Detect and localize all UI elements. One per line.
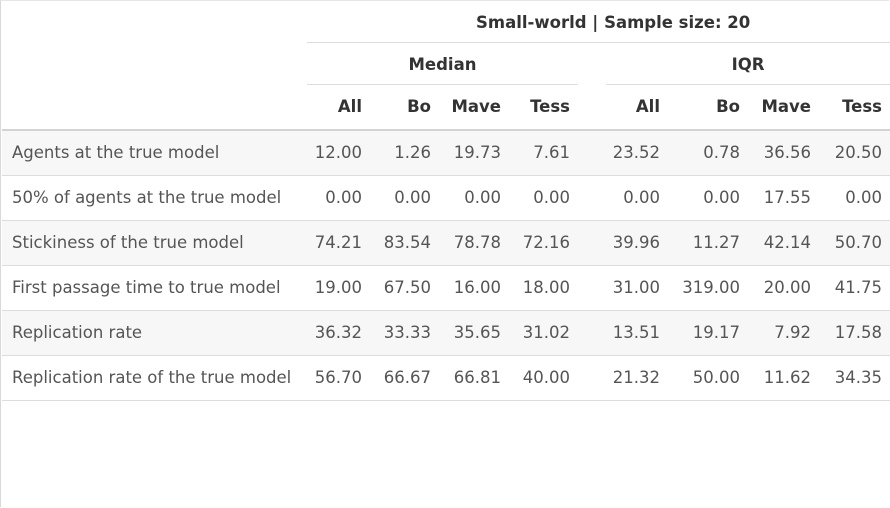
- table-cell: 0.00: [533, 188, 570, 207]
- row-divider: [2, 400, 890, 401]
- table-cell: 23.52: [612, 143, 660, 162]
- table-cell: 0.00: [845, 188, 882, 207]
- table-cell: 67.50: [383, 278, 431, 297]
- table-cell: 17.58: [834, 323, 882, 342]
- table-cell: 39.96: [612, 233, 660, 252]
- table-cell: 19.00: [314, 278, 362, 297]
- table-cell: 0.78: [703, 143, 740, 162]
- column-header: Tess: [530, 97, 570, 116]
- table-cell: 66.67: [383, 368, 431, 387]
- table-row-background: [2, 311, 890, 355]
- table-cell: 12.00: [314, 143, 362, 162]
- table-cell: 16.00: [453, 278, 501, 297]
- table-cell: 50.70: [834, 233, 882, 252]
- table-cell: 56.70: [314, 368, 362, 387]
- row-label: Stickiness of the true model: [12, 233, 244, 252]
- table-cell: 50.00: [692, 368, 740, 387]
- table-cell: 83.54: [383, 233, 431, 252]
- table-cell: 19.17: [692, 323, 740, 342]
- table-cell: 0.00: [394, 188, 431, 207]
- column-header: Mave: [761, 97, 812, 116]
- group-header-median: Median: [408, 55, 477, 74]
- row-label: First passage time to true model: [12, 278, 281, 297]
- row-divider: [2, 265, 890, 266]
- row-label: Agents at the true model: [12, 143, 220, 162]
- column-header: All: [337, 97, 362, 116]
- table-cell: 72.16: [522, 233, 570, 252]
- column-header: Bo: [407, 97, 431, 116]
- column-header: Tess: [842, 97, 882, 116]
- table-cell: 20.50: [834, 143, 882, 162]
- median-underline: [307, 84, 578, 85]
- iqr-underline: [606, 84, 890, 85]
- table-cell: 74.21: [314, 233, 362, 252]
- table-cell: 31.00: [612, 278, 660, 297]
- row-label: 50% of agents at the true model: [12, 188, 282, 207]
- table-cell: 0.00: [703, 188, 740, 207]
- table-cell: 11.62: [763, 368, 811, 387]
- header-bottom-border: [2, 129, 890, 131]
- table-cell: 42.14: [763, 233, 811, 252]
- table-cell: 36.56: [763, 143, 811, 162]
- table-cell: 7.61: [533, 143, 570, 162]
- row-divider: [2, 355, 890, 356]
- table-row-background: [2, 221, 890, 265]
- table-cell: 78.78: [453, 233, 501, 252]
- table-cell: 35.65: [453, 323, 501, 342]
- column-header: Bo: [716, 97, 740, 116]
- row-divider: [2, 175, 890, 176]
- table-cell: 36.32: [314, 323, 362, 342]
- table-cell: 40.00: [522, 368, 570, 387]
- table-cell: 11.27: [692, 233, 740, 252]
- table-cell: 0.00: [464, 188, 501, 207]
- group-header-iqr: IQR: [731, 55, 765, 74]
- table-cell: 33.33: [383, 323, 431, 342]
- table-cell: 0.00: [325, 188, 362, 207]
- row-divider: [2, 220, 890, 221]
- column-header: Mave: [451, 97, 502, 116]
- title-underline: [307, 42, 890, 43]
- table-title: Small-world | Sample size: 20: [476, 13, 751, 32]
- table-cell: 34.35: [834, 368, 882, 387]
- row-label: Replication rate of the true model: [12, 368, 292, 387]
- row-label: Replication rate: [12, 323, 143, 342]
- table-cell: 19.73: [453, 143, 501, 162]
- table-cell: 7.92: [774, 323, 811, 342]
- table-cell: 31.02: [522, 323, 570, 342]
- table-cell: 13.51: [612, 323, 660, 342]
- table-cell: 66.81: [453, 368, 501, 387]
- table-cell: 319.00: [682, 278, 740, 297]
- column-header: All: [635, 97, 660, 116]
- table-cell: 41.75: [834, 278, 882, 297]
- row-divider: [2, 310, 890, 311]
- table-cell: 18.00: [522, 278, 570, 297]
- table-cell: 21.32: [612, 368, 660, 387]
- table-cell: 17.55: [763, 188, 811, 207]
- table-cell: 20.00: [763, 278, 811, 297]
- table-cell: 0.00: [623, 188, 660, 207]
- table-cell: 1.26: [394, 143, 431, 162]
- table-row-background: [2, 131, 890, 175]
